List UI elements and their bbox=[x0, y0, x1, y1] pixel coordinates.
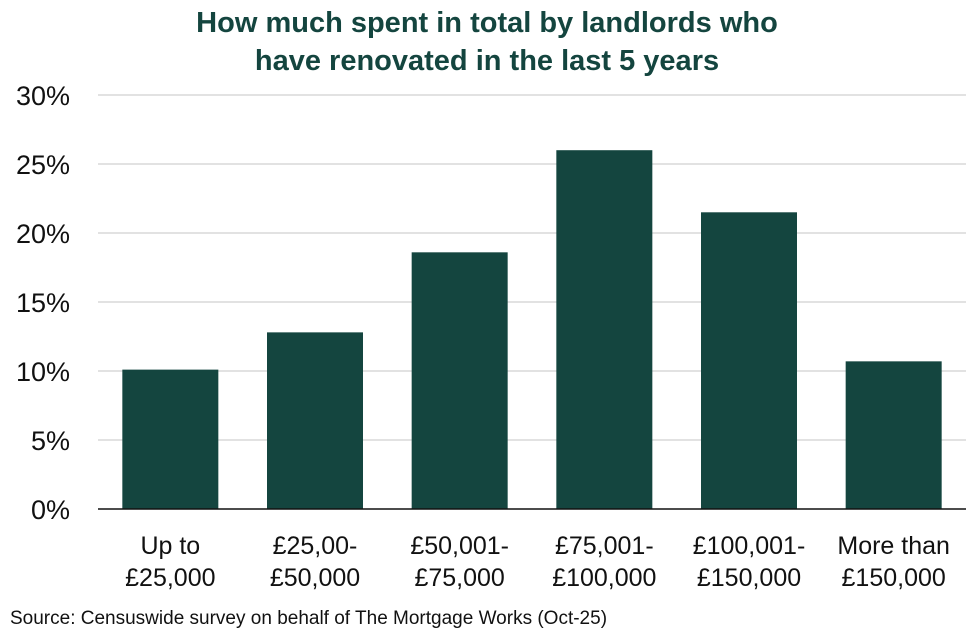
bar bbox=[845, 361, 942, 509]
bar bbox=[122, 369, 219, 509]
x-tick-label: £25,00- bbox=[273, 532, 358, 560]
x-tick-label: More than bbox=[837, 532, 950, 560]
x-tick-label: £25,000 bbox=[125, 564, 215, 592]
y-tick-label: 20% bbox=[16, 219, 70, 249]
y-tick-label: 5% bbox=[31, 426, 70, 456]
chart-title-line-1: How much spent in total by landlords who bbox=[196, 7, 778, 39]
y-tick-label: 30% bbox=[16, 81, 70, 111]
x-tick-label: £50,001- bbox=[410, 532, 509, 560]
source-note: Source: Censuswide survey on behalf of T… bbox=[10, 608, 608, 629]
y-tick-label: 0% bbox=[31, 495, 70, 525]
y-tick-label: 10% bbox=[16, 357, 70, 387]
x-tick-label: £150,000 bbox=[697, 564, 801, 592]
x-tick-label: £75,000 bbox=[414, 564, 504, 592]
chart-title: How much spent in total by landlords who… bbox=[0, 4, 974, 80]
y-tick-label: 25% bbox=[16, 150, 70, 180]
y-tick-label: 15% bbox=[16, 288, 70, 318]
x-tick-label: £100,000 bbox=[552, 564, 656, 592]
x-tick-label: £75,001- bbox=[555, 532, 654, 560]
x-tick-label: Up to bbox=[140, 532, 200, 560]
x-tick-label: £150,000 bbox=[842, 564, 946, 592]
bar bbox=[267, 332, 363, 509]
x-tick-label: £100,001- bbox=[693, 532, 806, 560]
chart-title-line-2: have renovated in the last 5 years bbox=[254, 45, 720, 77]
bar bbox=[701, 212, 797, 510]
x-tick-label: £50,000 bbox=[270, 564, 360, 592]
bar bbox=[411, 252, 508, 509]
bar bbox=[556, 150, 653, 509]
